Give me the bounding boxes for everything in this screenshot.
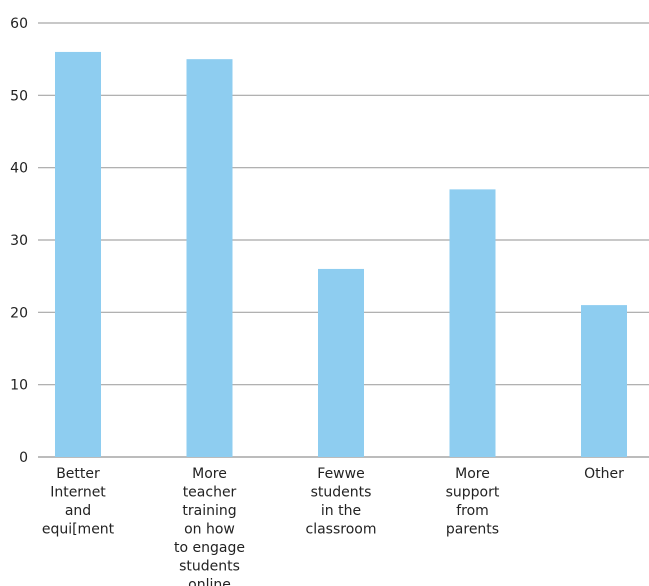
x-category-label: More support from parents	[446, 466, 500, 538]
x-category-label-line: teacher	[183, 485, 237, 501]
x-category-label-line: classroom	[306, 522, 377, 538]
x-category-label-line: students	[311, 485, 372, 501]
x-category-label-line: to engage	[174, 540, 245, 556]
x-category-label-line: support	[446, 485, 500, 501]
x-category-label-line: parents	[446, 522, 499, 538]
x-category-label-line: students	[179, 559, 240, 575]
bar-1	[55, 51, 101, 457]
bar-5	[581, 305, 627, 457]
bar-3	[318, 268, 364, 457]
x-category-label-line: Other	[584, 466, 624, 482]
y-axis-ticks: 0 10 20 30 40 50 60	[10, 16, 28, 466]
x-category-label-line: More	[455, 466, 490, 482]
y-tick-label: 50	[10, 88, 28, 104]
y-tick-label: 60	[10, 16, 28, 32]
x-category-label-line: training	[182, 503, 236, 519]
bar-4	[449, 189, 496, 457]
x-category-label-line: on how	[184, 522, 235, 538]
x-category-label-line: equi[ment	[42, 522, 115, 538]
x-category-label: Other	[584, 466, 624, 482]
x-category-label-line: Internet	[50, 485, 106, 501]
bar-2	[186, 59, 233, 458]
y-tick-label: 0	[19, 450, 28, 466]
x-category-label: Fewwe students in the classroom	[306, 466, 377, 538]
x-category-label-line: Fewwe	[317, 466, 364, 482]
grid-layer	[38, 22, 649, 458]
x-axis-labels: Better Internet and equi[ment More teacher tra…	[42, 466, 624, 586]
y-tick-label: 30	[10, 233, 28, 249]
x-category-label-line: Better	[56, 466, 100, 482]
x-category-label-line: More	[192, 466, 227, 482]
y-tick-label: 10	[10, 378, 28, 394]
x-category-label: Better Internet and equi[ment	[42, 466, 115, 538]
x-category-label-line: from	[456, 503, 489, 519]
x-category-label-line: online	[188, 577, 231, 586]
x-category-label-line: and	[65, 503, 91, 519]
y-tick-label: 20	[10, 305, 28, 321]
x-category-label-line: in the	[321, 503, 361, 519]
bar-layer	[55, 51, 627, 458]
x-category-label: More teacher training on how to engage studen…	[174, 466, 245, 586]
y-tick-label: 40	[10, 161, 28, 177]
